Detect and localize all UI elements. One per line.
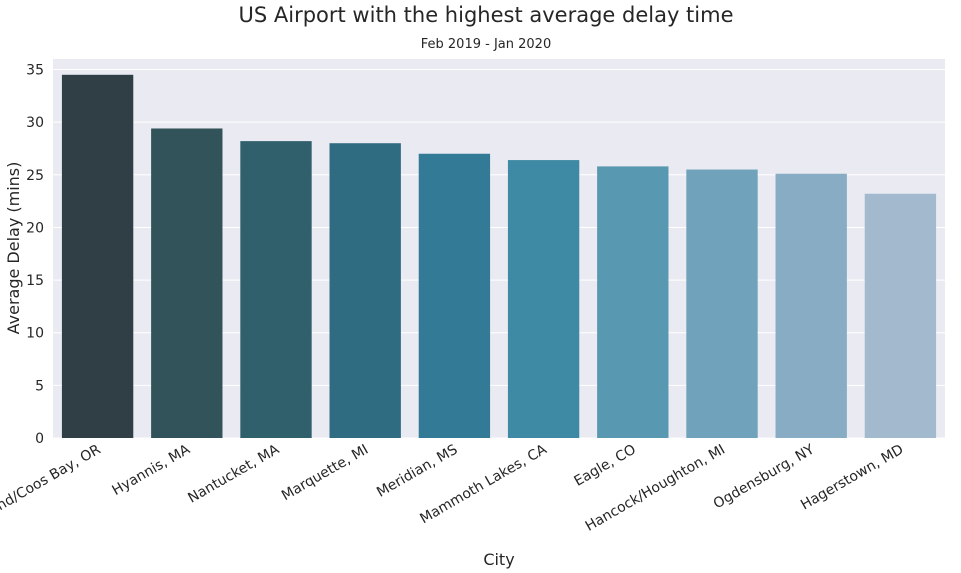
bar bbox=[61, 74, 134, 439]
bar bbox=[597, 166, 669, 438]
y-tick-label: 10 bbox=[26, 326, 44, 342]
y-tick-label: 20 bbox=[26, 220, 44, 236]
bar bbox=[864, 193, 937, 438]
bar bbox=[151, 128, 223, 438]
bar bbox=[240, 141, 312, 438]
y-tick-label: 15 bbox=[26, 273, 44, 289]
bar bbox=[507, 160, 580, 439]
x-tick-label: Nantucket, MA bbox=[185, 441, 282, 506]
bar bbox=[418, 153, 491, 438]
chart-title: US Airport with the highest average dela… bbox=[239, 3, 734, 27]
y-tick-label: 5 bbox=[35, 378, 44, 394]
bar bbox=[775, 173, 847, 438]
chart-subtitle: Feb 2019 - Jan 2020 bbox=[421, 37, 551, 52]
bars bbox=[61, 74, 937, 439]
x-tick-label: Hyannis, MA bbox=[110, 441, 194, 499]
x-axis-label: City bbox=[483, 550, 514, 569]
y-tick-label: 35 bbox=[26, 63, 44, 79]
y-tick-label: 25 bbox=[26, 168, 44, 184]
x-tick-label: Meridian, MS bbox=[374, 442, 460, 501]
x-tick-label: Eagle, CO bbox=[571, 442, 638, 490]
y-tick-label: 30 bbox=[26, 115, 44, 131]
x-tick-label: Marquette, MI bbox=[279, 442, 371, 504]
bar bbox=[329, 143, 401, 438]
y-tick-labels: 0 5 10 15 20 25 30 35 bbox=[26, 63, 44, 447]
x-tick-label: North Bend/Coos Bay, OR bbox=[0, 441, 104, 545]
x-tick-label: Hancock/Houghton, MI bbox=[583, 442, 728, 535]
bar bbox=[686, 169, 758, 438]
y-axis-label: Average Delay (mins) bbox=[4, 162, 23, 335]
y-tick-label: 0 bbox=[35, 431, 44, 447]
